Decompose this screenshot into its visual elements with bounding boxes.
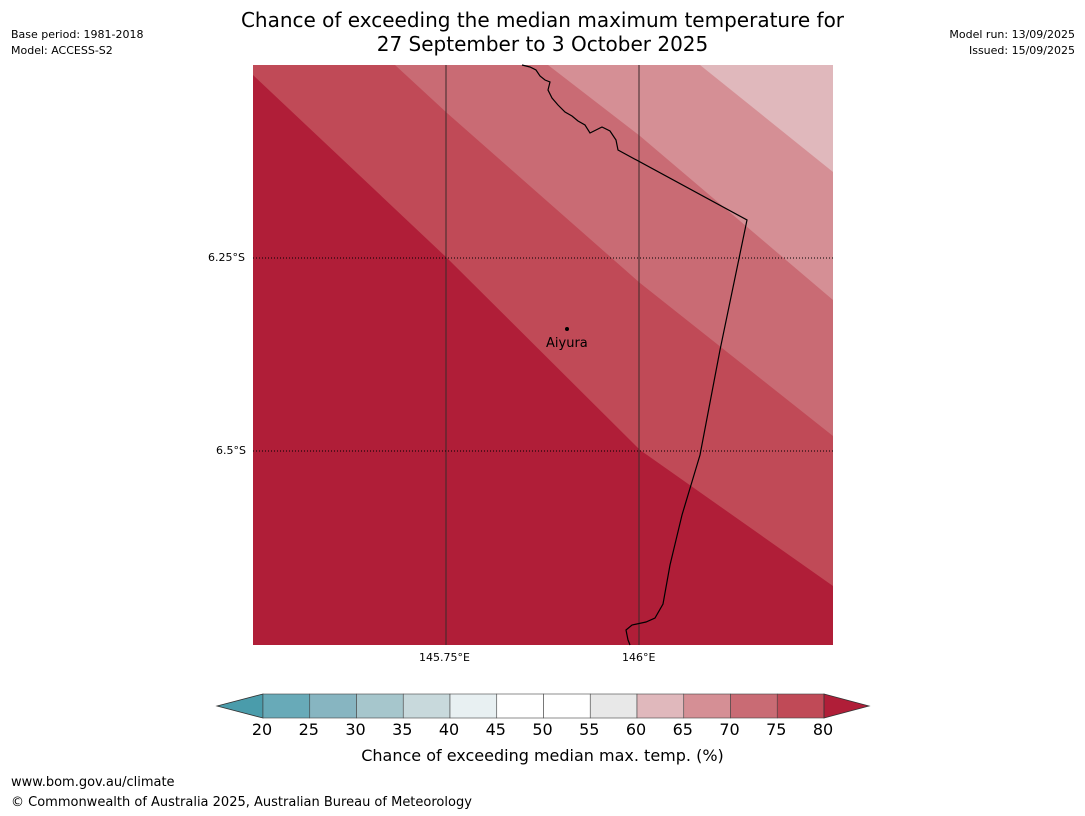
colorbar	[215, 693, 871, 719]
colorbar-segment	[402, 693, 451, 719]
model-name: Model: ACCESS-S2	[11, 44, 113, 57]
colorbar-tick-label: 75	[766, 720, 787, 739]
place-marker	[565, 327, 569, 331]
colorbar-segment	[496, 693, 544, 719]
footer-copyright: © Commonwealth of Australia 2025, Austra…	[11, 795, 472, 810]
border-line	[521, 64, 748, 646]
colorbar-tick-label: 65	[672, 720, 693, 739]
colorbar-segment	[356, 693, 404, 719]
colorbar-tick-label: 55	[579, 720, 600, 739]
map-title: Chance of exceeding the median maximum t…	[0, 8, 1085, 56]
meta-right: Model run: 13/09/2025 Issued: 15/09/2025	[949, 27, 1075, 59]
issued-date: Issued: 15/09/2025	[968, 44, 1075, 57]
colorbar-tick-label: 45	[485, 720, 506, 739]
colorbar-tick-label: 40	[438, 720, 460, 739]
colorbar-segment	[449, 693, 498, 719]
model-run: Model run: 13/09/2025	[949, 28, 1075, 41]
title-line-2: 27 September to 3 October 2025	[376, 32, 709, 56]
colorbar-tick-label: 70	[719, 720, 740, 739]
colorbar-segment	[262, 693, 311, 719]
colorbar-tick-label: 35	[392, 720, 413, 739]
lon-label-2: 146°E	[622, 651, 656, 664]
map-panel	[253, 64, 833, 646]
colorbar-label: Chance of exceeding median max. temp. (%…	[361, 746, 724, 765]
colorbar-under-arrow	[215, 693, 264, 719]
colorbar-tick-label: 20	[251, 720, 273, 739]
lon-label-1: 145.75°E	[419, 651, 470, 664]
colorbar-tick-label: 60	[625, 720, 647, 739]
base-period: Base period: 1981-2018	[11, 28, 144, 41]
lat-label-1: 6.25°S	[208, 251, 245, 264]
colorbar-segment	[543, 693, 591, 719]
colorbar-segment	[683, 693, 731, 719]
title-line-1: Chance of exceeding the median maximum t…	[240, 8, 845, 32]
colorbar-segment	[309, 693, 357, 719]
colorbar-tick-label: 50	[532, 720, 553, 739]
colorbar-segment	[776, 693, 825, 719]
colorbar-tick-label: 30	[345, 720, 366, 739]
meta-left: Base period: 1981-2018 Model: ACCESS-S2	[11, 27, 143, 59]
footer-url: www.bom.gov.au/climate	[11, 775, 175, 790]
colorbar-over-arrow	[823, 693, 871, 719]
lat-label-2: 6.5°S	[216, 444, 246, 457]
colorbar-tick-label: 80	[812, 720, 834, 739]
band-60	[700, 65, 833, 172]
colorbar-segment	[636, 693, 685, 719]
colorbar-segment	[730, 693, 778, 719]
colorbar-segment	[589, 693, 638, 719]
place-label: Aiyura	[546, 336, 588, 351]
colorbar-tick-label: 25	[298, 720, 319, 739]
band-65	[548, 65, 833, 300]
